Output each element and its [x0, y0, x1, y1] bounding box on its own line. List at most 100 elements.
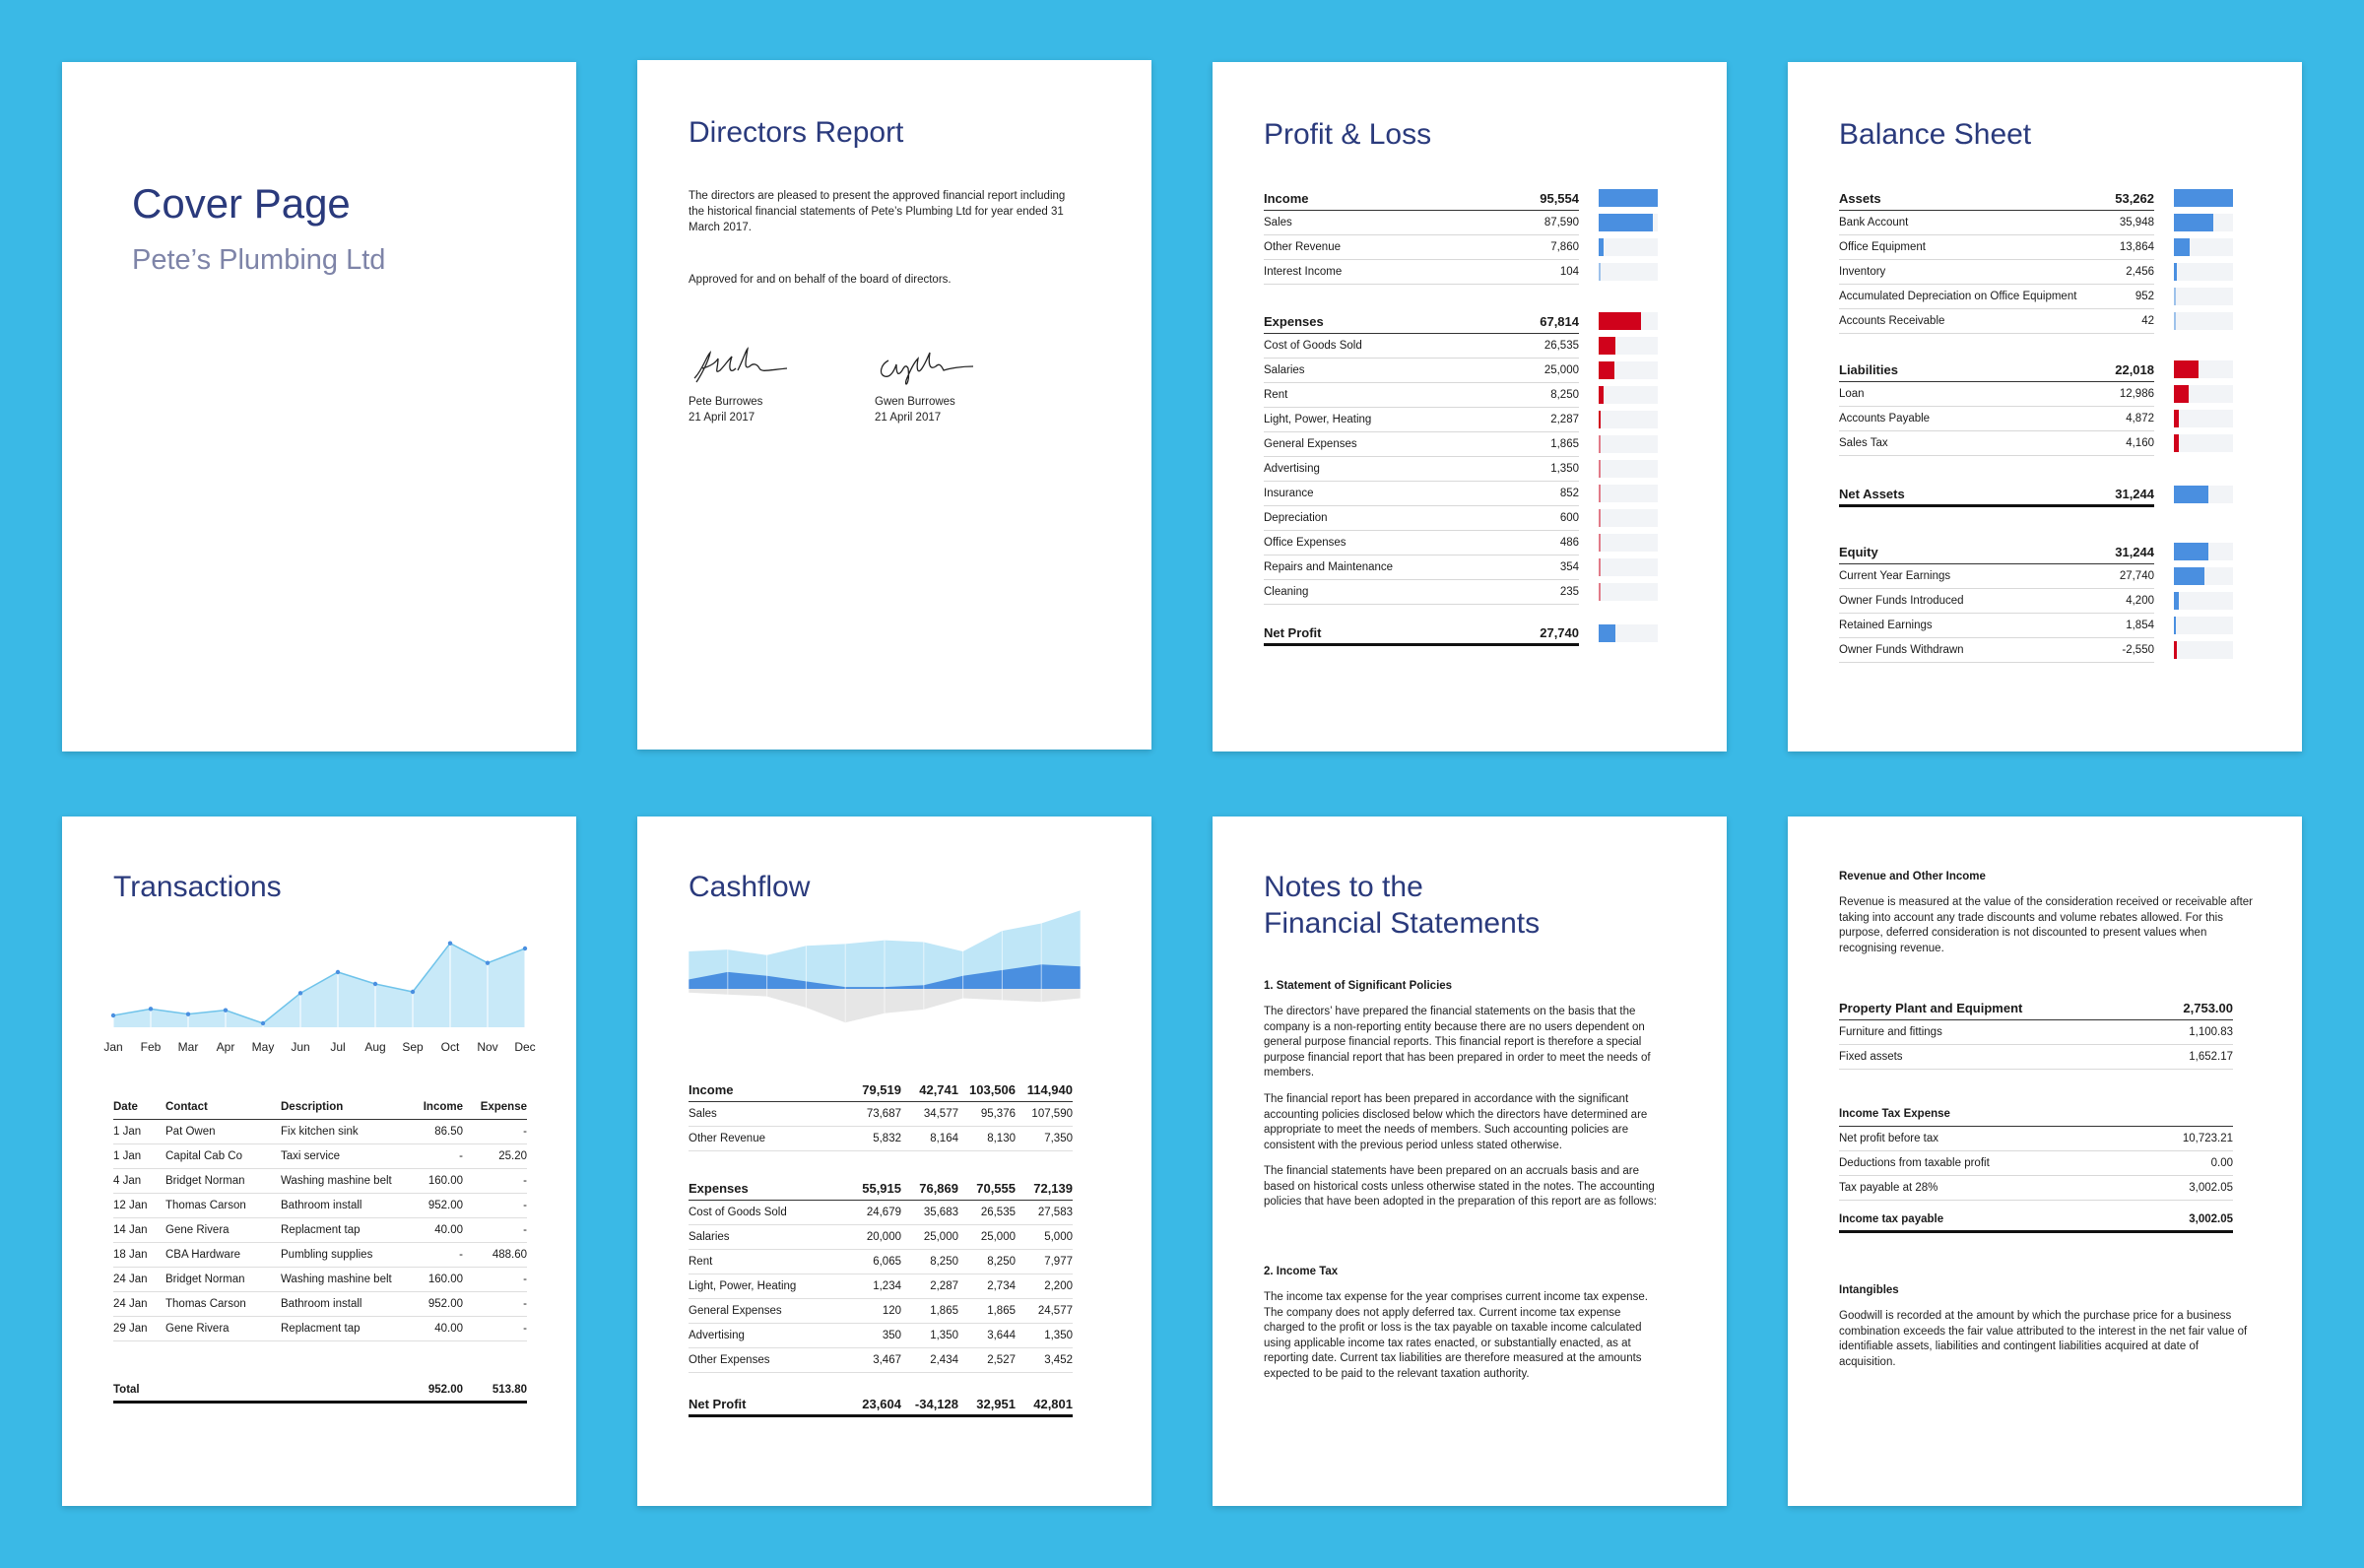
row-label: Accounts Receivable [1839, 315, 1945, 327]
row-value: 10,723.21 [2182, 1133, 2233, 1144]
area-fill [113, 943, 525, 1027]
note-paragraph: The directors’ have prepared the financi… [1264, 1006, 1651, 1078]
row-label: Advertising [689, 1330, 745, 1341]
total-row: Income tax payable 3,002.05 [1839, 1209, 2233, 1233]
bar-track [2174, 360, 2233, 378]
line-item-row: Rent 8,250 [1264, 383, 1579, 408]
note-heading: Intangibles [1839, 1284, 1899, 1296]
cell-value: 32,951 [976, 1396, 1016, 1411]
transactions-area-chart: Jan Feb Mar Apr May Jun Jul Aug Sep Oct Nov Dec [103, 941, 536, 1054]
data-point [372, 981, 378, 987]
data-point [485, 960, 491, 965]
row-label: Sales [1264, 217, 1292, 229]
value-bar [1599, 411, 1601, 428]
line-item-row: Cleaning 235 [1264, 580, 1579, 605]
cell-expense: Expense [480, 1101, 527, 1113]
cell-value: 2,200 [1044, 1280, 1073, 1292]
row-label: Furniture and fittings [1839, 1026, 1942, 1038]
notes-continued-page[interactable]: Revenue and Other Income Revenue is meas… [1788, 817, 2302, 1506]
directors-report-page[interactable]: Directors Report The directors are pleas… [637, 60, 1151, 750]
line-item-row: Office Expenses 486 [1264, 531, 1579, 555]
cell-date: 1 Jan [113, 1150, 142, 1162]
section-header-row: Income 95,554 [1264, 186, 1579, 211]
value-bar [2174, 641, 2177, 659]
row-label: Owner Funds Withdrawn [1839, 644, 1964, 656]
line-item-row: General Expenses 1,865 [1264, 432, 1579, 457]
balance-sheet-page[interactable]: Balance Sheet Assets 53,262 Bank Account 35… [1788, 62, 2302, 751]
value-bar [1599, 189, 1658, 207]
transactions-page[interactable]: Transactions Jan Feb Mar Apr May Jun Jul Aug Sep… [62, 817, 576, 1506]
line-item-row: Salaries 25,000 [1264, 359, 1579, 383]
table-row: Other Expenses 3,467 2,434 2,527 3,452 [689, 1348, 1073, 1373]
cell-income: 952.00 [427, 1298, 463, 1310]
data-point [410, 989, 416, 995]
profit-loss-page[interactable]: Profit & Loss Income 95,554 Sales 87,590 Oth… [1213, 62, 1727, 751]
bar-track [2174, 385, 2233, 403]
total-row: Net Profit 27,740 [1264, 621, 1579, 646]
cell-value: 5,000 [1044, 1231, 1073, 1243]
value-bar [1599, 361, 1614, 379]
cell-contact: Contact [165, 1101, 208, 1113]
cell-contact: Thomas Carson [165, 1200, 246, 1211]
bar-track [2174, 238, 2233, 256]
cell-value: 8,164 [930, 1133, 958, 1144]
cell-expense: - [523, 1175, 527, 1187]
cell-value: 7,977 [1044, 1256, 1073, 1268]
bar-track [1599, 460, 1658, 478]
cell-value: 8,250 [987, 1256, 1016, 1268]
row-label: Accounts Payable [1839, 413, 1931, 425]
cell-value: 1,350 [930, 1330, 958, 1341]
cell-value: 34,577 [923, 1108, 958, 1120]
cell-value: 70,555 [976, 1180, 1016, 1196]
page-title: Transactions [113, 871, 282, 903]
cell-value: 2,734 [987, 1280, 1016, 1292]
row-value: 852 [1559, 488, 1579, 499]
line-item-row: Accounts Receivable 42 [1839, 309, 2154, 334]
cell-income: Income [423, 1101, 463, 1113]
row-label: Net profit before tax [1839, 1133, 1938, 1144]
row-label: Current Year Earnings [1839, 570, 1951, 582]
table-header-row: Date Contact Description Income Expense [113, 1095, 527, 1120]
row-label: Salaries [689, 1231, 730, 1243]
section-header-row: Income Tax Expense [1839, 1102, 2233, 1127]
cell-value: 35,683 [923, 1207, 958, 1218]
cell-value: 3,644 [987, 1330, 1016, 1341]
signatory-name: Gwen Burrowes [875, 396, 955, 408]
row-value: 4,200 [2126, 595, 2154, 607]
row-label: Cost of Goods Sold [689, 1207, 787, 1218]
row-value: 8,250 [1550, 389, 1579, 401]
directors-paragraph: The directors are pleased to present the… [689, 190, 1066, 233]
bar-track [1599, 214, 1658, 231]
cell-date: 12 Jan [113, 1200, 148, 1211]
row-value: 26,535 [1543, 340, 1579, 352]
x-tick-label: Nov [477, 1040, 497, 1054]
cell-description: Pumbling supplies [281, 1249, 373, 1261]
cashflow-page[interactable]: Cashflow Income 79,519 42,741 103,506 114,94… [637, 817, 1151, 1506]
page-title: Cashflow [689, 871, 811, 903]
cell-value: 120 [882, 1305, 901, 1317]
signature-block: Pete Burrowes 21 April 2017 [689, 341, 797, 425]
cell-date: Total [113, 1384, 140, 1396]
row-value: 3,002.05 [2189, 1182, 2233, 1194]
line-item-row: Tax payable at 28% 3,002.05 [1839, 1176, 2233, 1201]
x-tick-label: Apr [217, 1040, 235, 1054]
table-row: Salaries 20,000 25,000 25,000 5,000 [689, 1225, 1073, 1250]
cell-contact: Thomas Carson [165, 1298, 246, 1310]
data-point [148, 1007, 154, 1012]
cover-page[interactable]: Cover Page Pete’s Plumbing Ltd [62, 62, 576, 751]
cell-income: - [459, 1150, 463, 1162]
value-bar [2174, 238, 2190, 256]
value-bar [1599, 435, 1601, 453]
line-item-row: Accumulated Depreciation on Office Equip… [1839, 285, 2154, 309]
value-bar [1599, 238, 1604, 256]
line-item-row: Bank Account 35,948 [1839, 211, 2154, 235]
cell-value: 76,869 [919, 1180, 958, 1196]
cell-income: 86.50 [434, 1126, 463, 1138]
cell-income: 40.00 [434, 1323, 463, 1335]
row-value: 67,814 [1540, 313, 1579, 329]
cell-description: Replacment tap [281, 1224, 361, 1236]
notes-page[interactable]: Notes to the Financial Statements 1. Sta… [1213, 817, 1727, 1506]
row-value: 4,872 [2126, 413, 2154, 425]
line-item-row: Repairs and Maintenance 354 [1264, 555, 1579, 580]
bar-track [1599, 435, 1658, 453]
